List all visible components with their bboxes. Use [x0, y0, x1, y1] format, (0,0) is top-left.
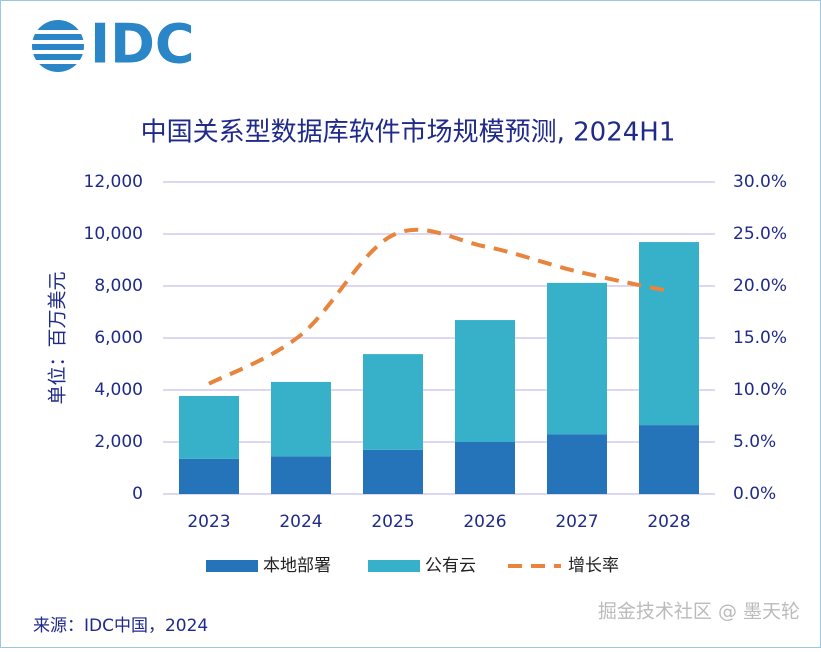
chart-title: 中国关系型数据库软件市场规模预测, 2024H1: [141, 118, 676, 148]
y2-tick-label: 30.0%: [733, 172, 787, 192]
bar: [639, 242, 699, 426]
legend-label: 公有云: [425, 556, 476, 576]
watermark: 掘金技术社区 @ 墨天轮: [598, 601, 800, 623]
bar: [363, 354, 423, 450]
bar: [639, 425, 699, 494]
x-tick-label: 2024: [279, 512, 322, 532]
bar: [179, 458, 239, 494]
bar: [271, 381, 331, 457]
y2-tick-label: 15.0%: [733, 328, 787, 348]
y-tick-label: 2,000: [94, 432, 143, 452]
y-tick-label: 12,000: [84, 172, 143, 192]
x-tick-label: 2026: [463, 512, 506, 532]
bar: [179, 395, 239, 459]
y-tick-label: 6,000: [94, 328, 143, 348]
x-tick-label: 2023: [187, 512, 230, 532]
logo-text: IDC: [90, 13, 195, 76]
x-tick-label: 2028: [647, 512, 690, 532]
bar: [455, 320, 515, 442]
y2-tick-label: 25.0%: [733, 224, 787, 244]
bar: [271, 456, 331, 494]
legend-label: 增长率: [568, 556, 619, 576]
y-tick-label: 8,000: [94, 276, 143, 296]
y-tick-label: 10,000: [84, 224, 143, 244]
bar: [547, 282, 607, 435]
y2-tick-label: 5.0%: [733, 432, 776, 452]
y2-tick-label: 0.0%: [733, 484, 776, 504]
y-tick-label: 4,000: [94, 380, 143, 400]
bar: [547, 434, 607, 494]
x-tick-label: 2027: [555, 512, 598, 532]
y2-tick-label: 10.0%: [733, 380, 787, 400]
y2-tick-label: 20.0%: [733, 276, 787, 296]
legend-swatch: [368, 560, 420, 572]
y-axis-label: 单位：百万美元: [47, 271, 69, 404]
bar: [455, 442, 515, 494]
x-tick-label: 2025: [371, 512, 414, 532]
bar: [363, 449, 423, 494]
legend-label: 本地部署: [263, 556, 331, 576]
logo-globe: [30, 20, 86, 72]
y-tick-label: 0: [132, 484, 143, 504]
legend-swatch: [206, 560, 258, 572]
source: 来源：IDC中国，2024: [33, 616, 208, 636]
